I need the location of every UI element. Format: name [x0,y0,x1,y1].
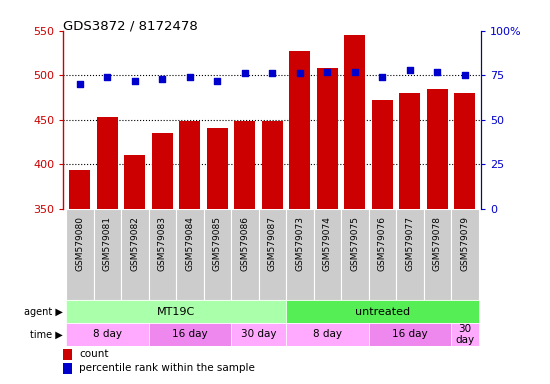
Text: GSM579086: GSM579086 [240,216,249,271]
Text: GSM579076: GSM579076 [378,216,387,271]
Point [158,76,167,82]
Text: 16 day: 16 day [392,329,427,339]
Text: GSM579082: GSM579082 [130,216,139,271]
Bar [451,209,478,300]
Bar [286,323,368,346]
Text: GDS3872 / 8172478: GDS3872 / 8172478 [63,19,198,32]
Bar [66,323,148,346]
Point [295,70,304,76]
Bar [179,121,200,209]
Text: GSM579084: GSM579084 [185,216,194,271]
Text: agent ▶: agent ▶ [24,306,63,316]
Point [75,81,84,87]
Text: percentile rank within the sample: percentile rank within the sample [79,363,255,373]
Bar [63,363,73,374]
Text: time ▶: time ▶ [30,329,63,339]
Text: GSM579078: GSM579078 [433,216,442,271]
Bar [344,35,365,209]
Text: GSM579074: GSM579074 [323,216,332,271]
Bar [454,93,475,209]
Bar [152,133,173,209]
Text: untreated: untreated [355,306,410,316]
Point [433,69,442,75]
Point [240,70,249,76]
Point [268,70,277,76]
Bar [396,209,424,300]
Point [323,69,332,75]
Bar [286,300,478,323]
Bar [204,209,231,300]
Bar [368,209,396,300]
Text: GSM579083: GSM579083 [158,216,167,271]
Bar [451,323,478,346]
Bar [317,68,338,209]
Text: GSM579077: GSM579077 [405,216,414,271]
Bar [424,209,451,300]
Bar [231,323,286,346]
Text: GSM579080: GSM579080 [75,216,84,271]
Bar [286,209,313,300]
Bar [372,100,393,209]
Text: GSM579081: GSM579081 [103,216,112,271]
Text: GSM579079: GSM579079 [460,216,469,271]
Bar [258,209,286,300]
Bar [148,323,231,346]
Bar [399,93,420,209]
Text: GSM579085: GSM579085 [213,216,222,271]
Text: count: count [79,349,109,359]
Point [405,67,414,73]
Bar [148,209,176,300]
Bar [66,300,286,323]
Bar [368,323,451,346]
Bar [231,209,258,300]
Bar [427,89,448,209]
Point [213,78,222,84]
Point [185,74,194,80]
Point [460,72,469,78]
Bar [121,209,148,300]
Bar [69,170,90,209]
Bar [94,209,121,300]
Bar [63,349,73,359]
Bar [176,209,204,300]
Bar [314,209,341,300]
Point [350,69,359,75]
Text: 30
day: 30 day [455,324,474,345]
Point [130,78,139,84]
Text: 8 day: 8 day [93,329,122,339]
Bar [262,121,283,209]
Point [378,74,387,80]
Text: 16 day: 16 day [172,329,207,339]
Bar [234,121,255,209]
Text: GSM579073: GSM579073 [295,216,304,271]
Bar [66,209,94,300]
Point [103,74,112,80]
Bar [289,51,310,209]
Text: 8 day: 8 day [313,329,342,339]
Bar [207,127,228,209]
Bar [341,209,368,300]
Text: GSM579075: GSM579075 [350,216,359,271]
Bar [124,155,145,209]
Text: GSM579087: GSM579087 [268,216,277,271]
Text: MT19C: MT19C [157,306,195,316]
Bar [97,117,118,209]
Text: 30 day: 30 day [241,329,276,339]
